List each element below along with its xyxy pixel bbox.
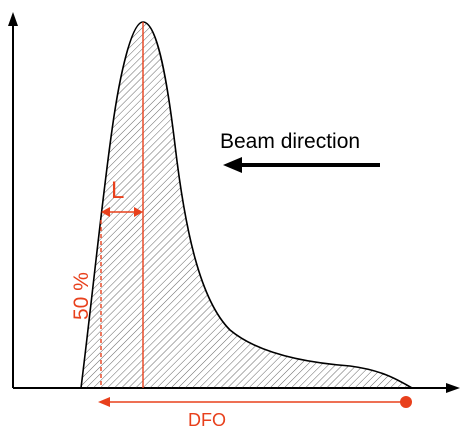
dfo-label: DFO [188, 410, 226, 430]
dfo-arrow [98, 396, 412, 408]
fifty-percent-label: 50 % [70, 272, 93, 320]
y-axis-arrowhead [8, 12, 18, 26]
dose-curve [80, 21, 415, 389]
x-axis-arrowhead [446, 383, 460, 393]
dfo-end-dot [400, 396, 412, 408]
length-label: L [111, 177, 124, 204]
beam-direction-arrow [223, 157, 380, 173]
beam-direction-label: Beam direction [220, 130, 360, 153]
length-arrow [101, 207, 143, 217]
